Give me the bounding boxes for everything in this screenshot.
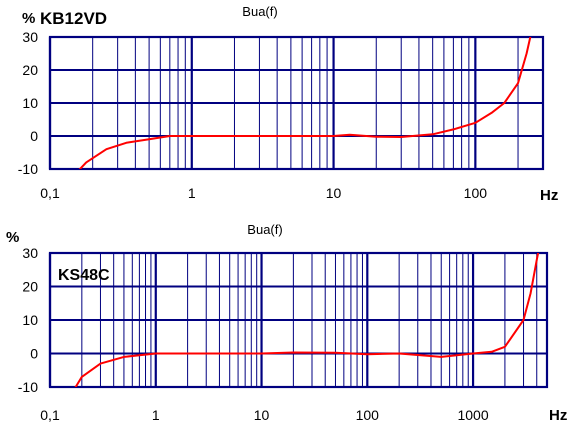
chart1-series-line bbox=[78, 37, 532, 169]
chart1-x-tick-label: 1 bbox=[188, 185, 196, 201]
chart2-x-axis-label: Hz bbox=[549, 407, 567, 424]
chart1-y-axis-label: % bbox=[22, 10, 35, 27]
chart2-y-tick-label: -10 bbox=[18, 379, 38, 395]
chart2-x-tick-label: 1 bbox=[152, 407, 160, 423]
chart2-x-tick-label: 10 bbox=[254, 407, 270, 423]
chart1-model-label: KB12VD bbox=[40, 9, 107, 28]
chart1-y-tick-label: 20 bbox=[22, 62, 38, 78]
chart2-plot-frame bbox=[48, 251, 549, 389]
chart1-y-tick-label: -10 bbox=[18, 161, 38, 177]
chart1-x-tick-label: 10 bbox=[326, 185, 342, 201]
chart2-model-label: KS48C bbox=[58, 267, 110, 284]
chart2-y-tick-label: 20 bbox=[22, 279, 38, 295]
chart2-x-tick-label: 1000 bbox=[457, 407, 488, 423]
chart1-title: Bua(f) bbox=[242, 4, 277, 19]
chart2-y-tick-label: 30 bbox=[22, 245, 38, 261]
chart2-y-axis-label: % bbox=[6, 229, 19, 246]
chart1-plot-frame bbox=[48, 35, 545, 171]
chart1-y-tick-label: 0 bbox=[30, 128, 38, 144]
chart1-y-tick-label: 30 bbox=[22, 29, 38, 45]
chart1-x-axis-label: Hz bbox=[540, 187, 558, 204]
chart2-y-tick-label: 0 bbox=[30, 346, 38, 362]
chart2-title: Bua(f) bbox=[247, 222, 282, 237]
chart1-x-tick-label: 0,1 bbox=[40, 185, 60, 201]
chart2-y-tick-label: 10 bbox=[22, 312, 38, 328]
chart2-series-line bbox=[74, 253, 540, 387]
chart1-y-tick-label: 10 bbox=[22, 95, 38, 111]
chart1-x-tick-label: 100 bbox=[464, 185, 488, 201]
chart2-x-tick-label: 0,1 bbox=[40, 407, 60, 423]
chart2-x-tick-label: 100 bbox=[356, 407, 380, 423]
